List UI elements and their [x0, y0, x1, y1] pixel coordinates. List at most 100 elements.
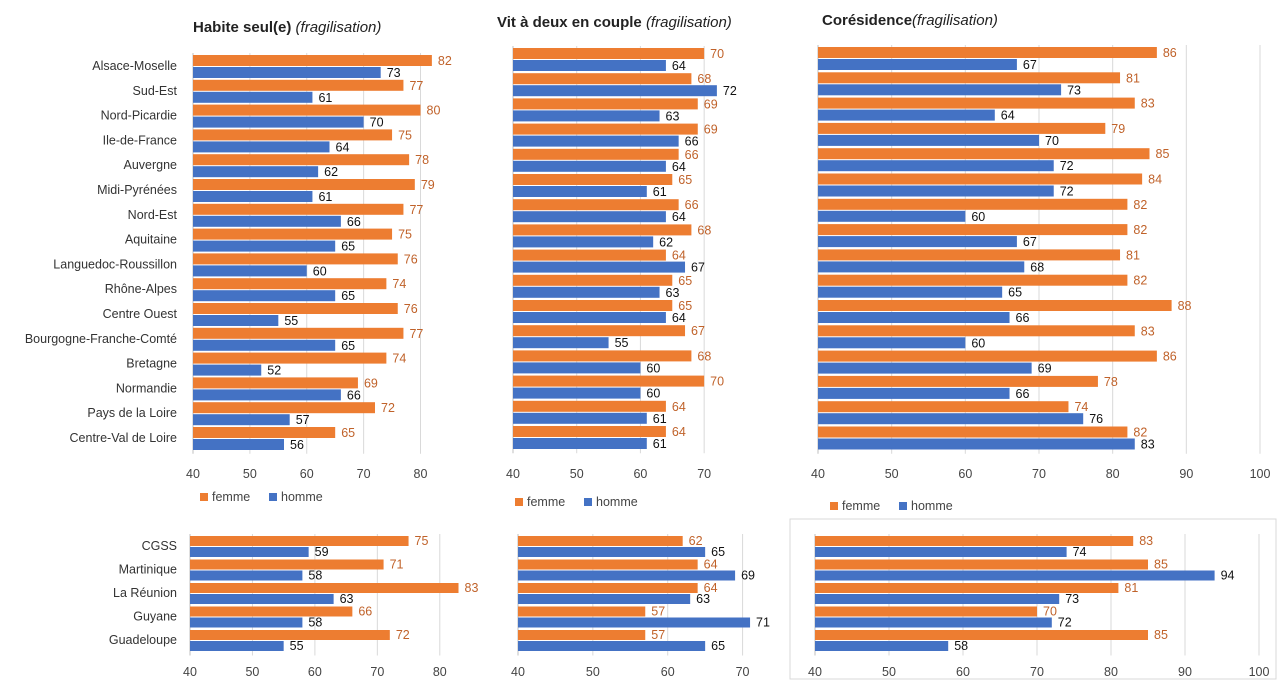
data-label-femme: 72 [381, 401, 395, 415]
bar-homme [818, 134, 1039, 146]
bar-femme [518, 583, 698, 593]
category-label: Bretagne [126, 357, 177, 371]
data-label-homme: 63 [340, 592, 354, 606]
data-label-homme: 72 [723, 84, 737, 98]
bar-femme [815, 559, 1148, 570]
bar-femme [193, 129, 393, 141]
data-label-homme: 63 [696, 592, 710, 606]
category-label: Rhône-Alpes [105, 282, 177, 296]
data-label-homme: 66 [685, 135, 699, 149]
bar-femme [513, 48, 705, 59]
data-label-homme: 69 [1038, 362, 1052, 376]
data-label-homme: 60 [646, 361, 660, 375]
data-label-homme: 70 [370, 116, 384, 130]
bar-femme [518, 559, 698, 570]
data-label-homme: 94 [1221, 569, 1235, 583]
data-label-homme: 61 [653, 437, 667, 451]
category-label: Bourgogne-Franche-Comté [25, 332, 177, 346]
bar-homme [193, 67, 381, 78]
data-label-femme: 64 [672, 400, 686, 414]
x-tick-label: 50 [243, 467, 257, 481]
bar-femme [193, 55, 432, 66]
bar-homme [193, 290, 336, 302]
x-tick-label: 80 [414, 467, 428, 481]
bar-homme [513, 286, 660, 298]
bar-femme [193, 327, 404, 339]
legend-label-homme: homme [596, 495, 638, 509]
bar-homme [518, 570, 736, 581]
data-label-femme: 65 [341, 426, 355, 440]
bar-homme [818, 160, 1054, 172]
data-label-femme: 57 [651, 628, 665, 642]
legend-label-homme: homme [281, 490, 323, 504]
bar-femme [190, 630, 390, 640]
x-tick-label: 40 [183, 665, 197, 679]
bar-homme [818, 438, 1135, 450]
bar-femme [513, 400, 666, 412]
bar-femme [513, 300, 673, 311]
bar-femme [190, 536, 409, 546]
data-label-femme: 71 [390, 558, 404, 572]
data-label-homme: 64 [336, 140, 350, 154]
bar-femme [815, 583, 1119, 593]
data-label-homme: 69 [741, 569, 755, 583]
data-label-femme: 69 [704, 123, 718, 137]
data-label-homme: 59 [315, 545, 329, 559]
data-label-femme: 85 [1154, 628, 1168, 642]
data-label-femme: 75 [398, 228, 412, 242]
bar-femme [513, 73, 692, 85]
x-tick-label: 60 [308, 665, 322, 679]
bar-homme [193, 439, 284, 450]
data-label-femme: 70 [710, 47, 724, 61]
data-label-femme: 75 [415, 534, 429, 548]
data-label-homme: 64 [672, 160, 686, 174]
data-label-femme: 77 [409, 327, 423, 341]
bar-femme [193, 427, 336, 438]
data-label-homme: 64 [672, 210, 686, 224]
data-label-homme: 66 [1016, 311, 1030, 325]
panel-frame [789, 518, 1277, 680]
x-tick-label: 50 [882, 665, 896, 679]
data-label-femme: 82 [1133, 426, 1147, 440]
category-label: Guadeloupe [109, 633, 177, 647]
bar-femme [193, 228, 393, 240]
bar-femme [190, 583, 459, 593]
data-label-homme: 70 [1045, 134, 1059, 148]
bar-femme [513, 426, 666, 437]
bar-homme [815, 547, 1067, 557]
category-label: Midi-Pyrénées [97, 183, 177, 197]
bar-homme [818, 185, 1054, 197]
bar-femme [818, 224, 1128, 236]
x-tick-label: 100 [1250, 467, 1271, 481]
bar-homme [193, 191, 313, 202]
legend-label-femme: femme [212, 490, 250, 504]
bar-homme [815, 594, 1060, 604]
x-tick-label: 90 [1179, 467, 1193, 481]
data-label-femme: 83 [1141, 97, 1155, 111]
data-label-homme: 61 [653, 185, 667, 199]
title-italic: (fragilisation) [646, 14, 732, 31]
bar-femme [818, 173, 1143, 185]
data-label-homme: 72 [1060, 159, 1074, 173]
bar-homme [193, 265, 307, 277]
data-label-femme: 67 [691, 324, 705, 338]
bar-homme [818, 413, 1084, 425]
data-label-homme: 55 [284, 314, 298, 328]
bar-homme [513, 60, 666, 71]
data-label-femme: 75 [398, 128, 412, 142]
data-label-femme: 66 [685, 148, 699, 162]
bar-femme [193, 402, 375, 414]
title-italic: (fragilisation) [296, 19, 382, 36]
data-label-homme: 56 [290, 438, 304, 452]
data-label-homme: 65 [711, 639, 725, 653]
bar-homme [513, 438, 647, 449]
chart-panel-dom-habite-seul: 75 59 CGSS 71 58 Martinique 83 63 La Réunion 66 58… [109, 534, 478, 679]
data-label-homme: 66 [347, 388, 361, 402]
data-label-homme: 60 [971, 210, 985, 224]
bar-femme [513, 123, 698, 135]
bar-femme [815, 630, 1148, 640]
bar-homme [818, 261, 1025, 273]
bar-homme [513, 110, 660, 122]
x-tick-label: 70 [736, 665, 750, 679]
